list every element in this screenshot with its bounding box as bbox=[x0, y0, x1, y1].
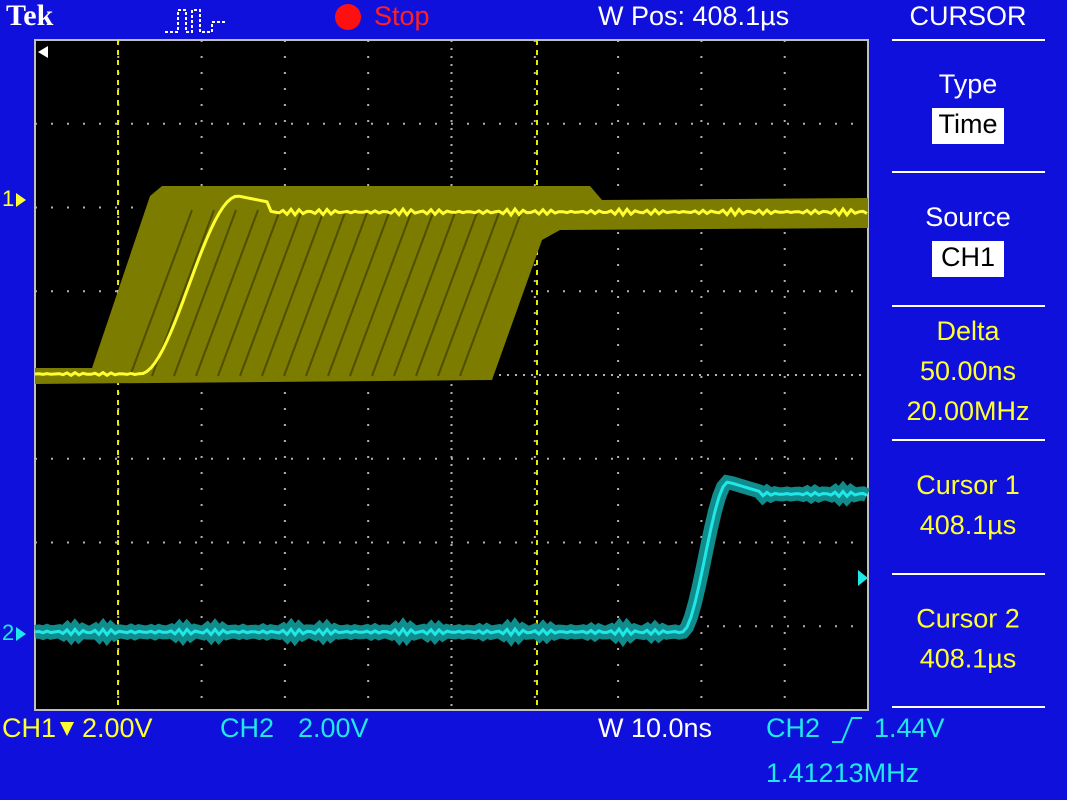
ch1-trace bbox=[34, 194, 868, 378]
ch1-coupling-arrow bbox=[60, 722, 74, 736]
ch1-marker-arrow bbox=[16, 193, 26, 207]
menu-label: Delta bbox=[936, 316, 1000, 346]
ch1-persistence bbox=[35, 186, 868, 386]
menu-value: 20.00MHz bbox=[906, 396, 1029, 426]
streak bbox=[393, 209, 457, 377]
menu-label: Type bbox=[939, 69, 998, 99]
menu-label: Cursor 2 bbox=[916, 604, 1020, 634]
ch2-marker-arrow bbox=[16, 627, 26, 641]
ch1-label: CH1 bbox=[2, 713, 56, 743]
trigger-slope bbox=[832, 717, 862, 743]
trigger-position-marker bbox=[38, 46, 48, 58]
streak bbox=[305, 209, 369, 377]
trigger-level: 1.44V bbox=[874, 713, 945, 743]
streak bbox=[415, 209, 479, 377]
streak bbox=[371, 209, 435, 377]
ch2-scale: 2.00V bbox=[298, 713, 369, 743]
menu-title: CURSOR bbox=[909, 1, 1026, 31]
menu-value-box bbox=[932, 108, 1004, 144]
brand: Tek bbox=[6, 0, 54, 32]
streak bbox=[327, 209, 391, 377]
streak bbox=[173, 209, 237, 377]
streak bbox=[437, 209, 501, 377]
trigger-source: CH2 bbox=[766, 713, 820, 743]
streak bbox=[261, 209, 325, 377]
streak bbox=[459, 209, 523, 377]
menu: Type Time Source CH1 Delta 50.00ns 20.00MHz Cur… bbox=[892, 39, 1045, 708]
menu-value: 408.1µs bbox=[920, 510, 1017, 540]
menu-label: Cursor 1 bbox=[916, 470, 1020, 500]
menu-label: Source bbox=[925, 202, 1011, 232]
ch1-marker: 1 bbox=[2, 186, 14, 211]
menu-value: CH1 bbox=[941, 242, 995, 272]
acquisition-icon bbox=[165, 9, 225, 33]
run-status: Stop bbox=[374, 1, 430, 31]
streak bbox=[195, 209, 259, 377]
menu-value: 50.00ns bbox=[920, 356, 1016, 386]
streak bbox=[217, 209, 281, 377]
menu-value-box bbox=[932, 241, 1004, 277]
menu-value: 408.1µs bbox=[920, 644, 1017, 674]
streak bbox=[129, 209, 193, 377]
ch1-scale: 2.00V bbox=[82, 713, 153, 743]
ch2-marker: 2 bbox=[2, 620, 14, 645]
streak bbox=[283, 209, 347, 377]
menu-value: Time bbox=[939, 109, 998, 139]
ch2-label: CH2 bbox=[220, 713, 274, 743]
streak bbox=[239, 209, 303, 377]
timebase: W 10.0ns bbox=[598, 713, 712, 743]
trigger-level-marker bbox=[858, 570, 868, 586]
ch1-persistence-streaks bbox=[129, 209, 523, 377]
ch2-trace bbox=[34, 480, 868, 638]
window-position: W Pos: 408.1µs bbox=[598, 1, 789, 31]
streak bbox=[349, 209, 413, 377]
trigger-frequency: 1.41213MHz bbox=[766, 758, 919, 788]
stop-indicator bbox=[335, 4, 361, 30]
